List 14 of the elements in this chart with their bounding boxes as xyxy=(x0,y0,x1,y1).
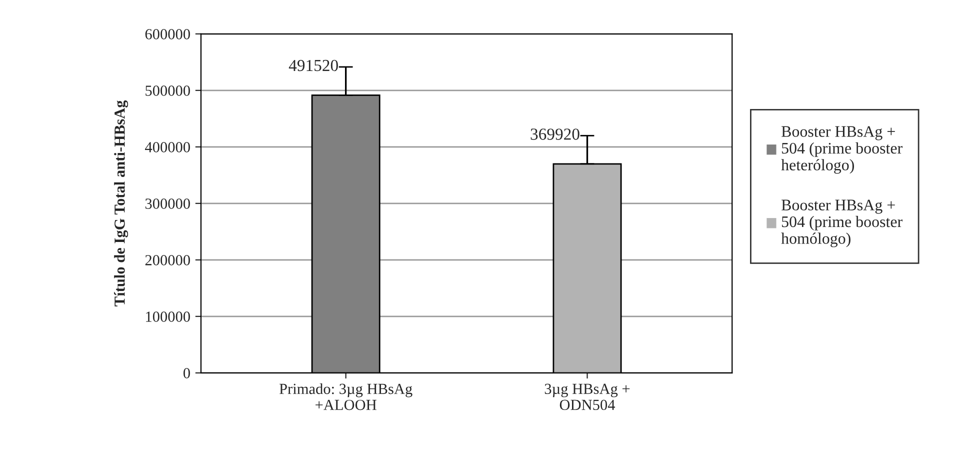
data-label: 369920 xyxy=(530,128,580,140)
y-tick-label: 100000 xyxy=(146,312,190,322)
y-tick-label: 300000 xyxy=(145,198,190,209)
legend-label: Booster HBsAg + 504 (prime booster homólogo) xyxy=(781,200,902,248)
y-tick-label: 600000 xyxy=(145,29,190,40)
y-tick-label: 400000 xyxy=(145,142,190,152)
x-tick-label: 3µg HBsAg + ODN504 xyxy=(544,384,630,410)
y-tick-label: 500000 xyxy=(146,86,190,96)
data-label: 491520 xyxy=(288,60,338,72)
legend-label: Booster HBsAg + 504 (prime booster heterólogo) xyxy=(781,126,902,174)
y-tick-label: 200000 xyxy=(145,255,190,266)
x-tick-label: Primado: 3µg HBsAg +ALOOH xyxy=(279,383,412,410)
y-axis-title: Título de IgG Total anti-HBsAg xyxy=(114,100,128,306)
y-tick-label: 0 xyxy=(183,368,190,378)
